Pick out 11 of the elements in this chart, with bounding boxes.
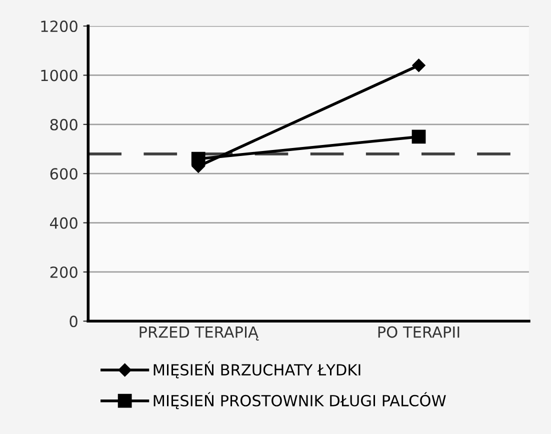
x-tick-label: PO TERAPII xyxy=(378,326,460,338)
legend-label: MIĘSIEŃ BRZUCHATY ŁYDKI xyxy=(154,361,360,378)
y-tick-label: 800 xyxy=(50,118,78,130)
legend-label: MIĘSIEŃ PROSTOWNIK DŁUGI PALCÓW xyxy=(154,392,446,410)
y-tick-label: 200 xyxy=(50,266,78,278)
y-tick-label: 1000 xyxy=(41,70,78,82)
y-tick-label: 0 xyxy=(70,316,78,328)
y-tick-label: 600 xyxy=(50,168,78,180)
y-tick-label: 400 xyxy=(50,217,78,229)
y-tick-label: 1200 xyxy=(41,20,78,32)
x-tick-label: PRZED TERAPIĄ xyxy=(140,326,259,341)
